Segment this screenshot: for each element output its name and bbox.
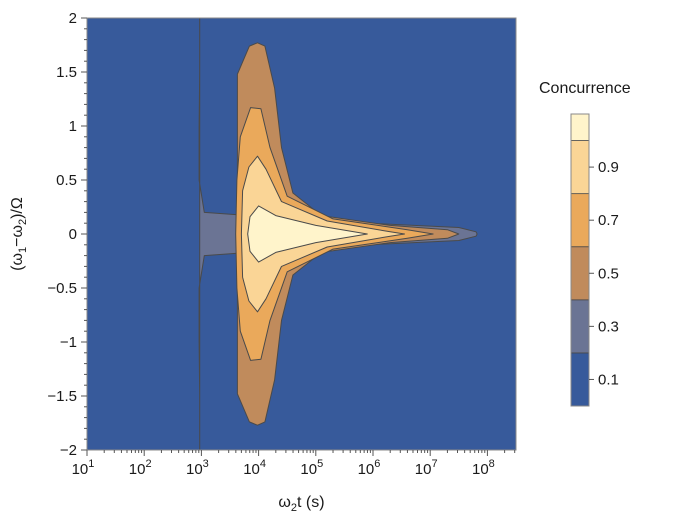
legend-swatch [570, 352, 590, 407]
legend-frame [570, 113, 590, 407]
x-tick-label: 104 [243, 458, 266, 478]
y-axis-title-close: )/Ω [9, 197, 26, 219]
x-axis: 101 102 103 104 105 106 107 108 [72, 450, 516, 478]
legend-swatch [570, 193, 590, 248]
legend-swatch [570, 299, 590, 354]
y-axis-title-sub2: 2 [17, 219, 29, 225]
x-axis-title-base: ω [278, 494, 291, 511]
y-tick-label: 0 [69, 226, 77, 243]
y-tick-label: 1 [69, 118, 77, 135]
x-tick-label: 102 [129, 458, 152, 478]
y-axis-title: (ω1−ω2)/Ω [9, 197, 29, 271]
plot-area [86, 17, 517, 451]
legend-tick-label: 0.5 [598, 265, 619, 282]
y-tick-label: −1 [60, 334, 77, 351]
y-axis-title-open: (ω [9, 253, 26, 271]
x-tick-label: 107 [415, 458, 438, 478]
contour-regions [198, 18, 478, 450]
x-tick-label: 108 [472, 458, 495, 478]
y-tick-label: 1.5 [56, 64, 77, 81]
y-tick-label: −1.5 [47, 388, 77, 405]
legend-tick-label: 0.7 [598, 212, 619, 229]
y-tick-label: 2 [69, 10, 77, 27]
y-axis: 2 1.5 1 0.5 0 −0.5 −1 −1.5 −2 [47, 10, 87, 459]
legend-swatches [570, 113, 590, 407]
legend-swatch [570, 140, 590, 195]
x-axis-title: ω2t (s) [278, 494, 324, 514]
legend-tick-label: 0.1 [598, 371, 619, 388]
x-axis-title-rest: t (s) [297, 494, 325, 511]
y-tick-label: 0.5 [56, 172, 77, 189]
legend-tick-label: 0.9 [598, 159, 619, 176]
legend-ticks: 0.9 0.7 0.5 0.3 0.1 [589, 159, 619, 388]
contour-level-1 [247, 205, 368, 263]
x-tick-label: 101 [72, 458, 95, 478]
y-tick-label: −2 [60, 442, 77, 459]
y-axis-title-mid: −ω [9, 225, 26, 247]
x-tick-label: 103 [186, 458, 209, 478]
legend-swatch [570, 113, 590, 141]
y-axis-title-sub1: 1 [17, 247, 29, 253]
legend-swatch [570, 246, 590, 301]
x-tick-label: 105 [300, 458, 323, 478]
legend-tick-label: 0.3 [598, 318, 619, 335]
x-tick-label: 106 [358, 458, 381, 478]
color-legend: Concurrence 0.9 0.7 0.5 0.3 0.1 [539, 80, 631, 407]
y-tick-label: −0.5 [47, 280, 77, 297]
x-axis-title-sub: 2 [291, 502, 297, 514]
legend-title: Concurrence [539, 80, 631, 97]
